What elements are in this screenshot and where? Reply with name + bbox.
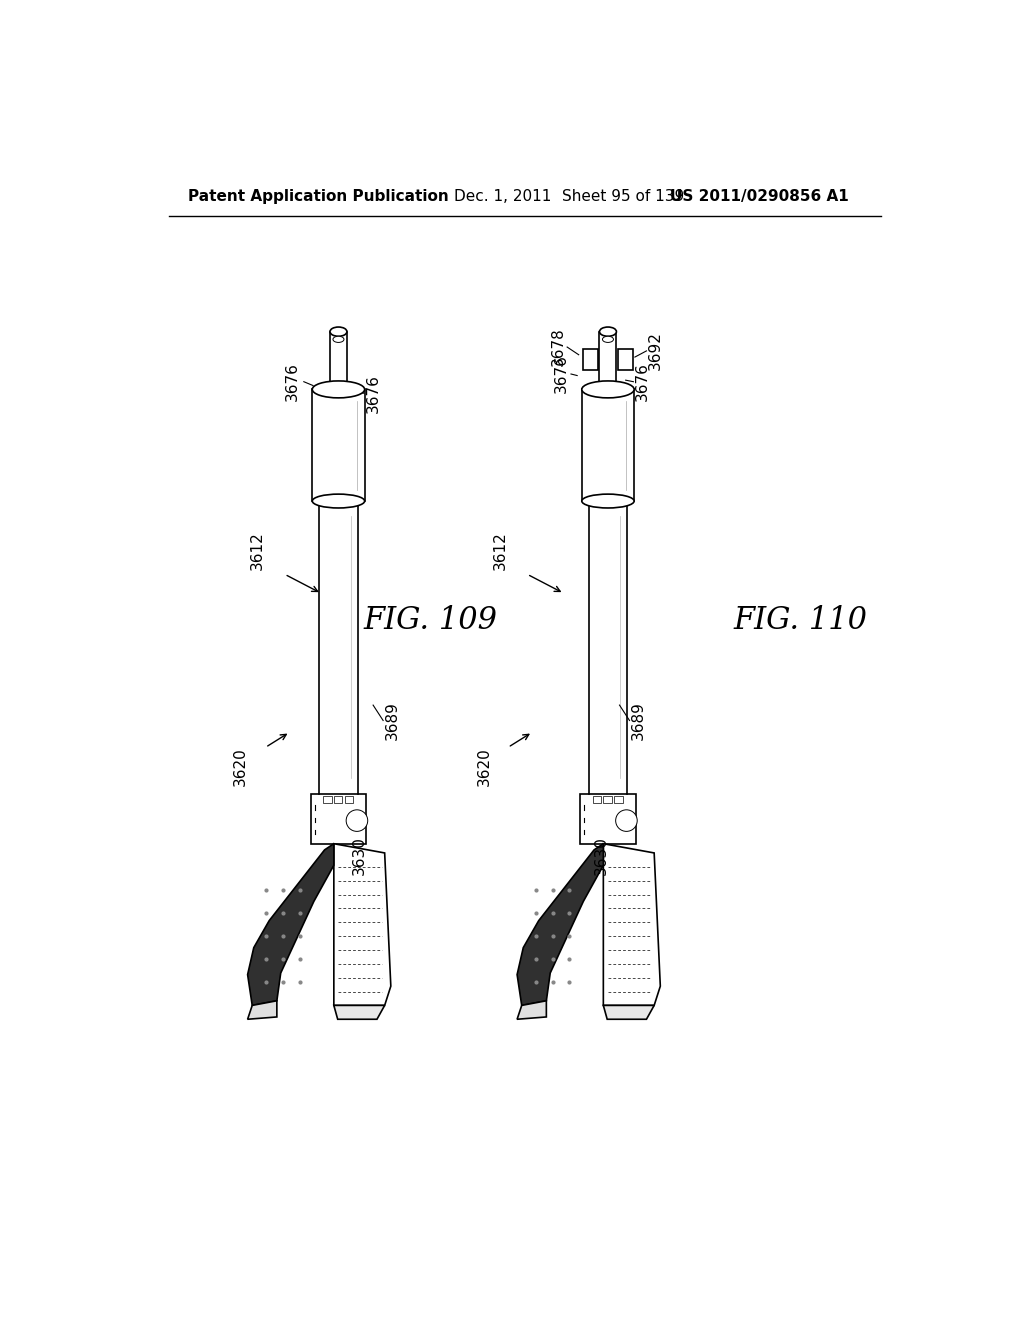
Bar — [603, 796, 611, 803]
Text: FIG. 109: FIG. 109 — [364, 605, 498, 636]
Polygon shape — [517, 843, 603, 1006]
Text: 3676: 3676 — [554, 355, 569, 393]
Ellipse shape — [582, 494, 634, 508]
Polygon shape — [517, 1001, 547, 1019]
Circle shape — [615, 810, 637, 832]
Ellipse shape — [333, 337, 344, 342]
Text: 3689: 3689 — [631, 701, 646, 741]
Text: 3689: 3689 — [385, 701, 399, 741]
Text: 3630: 3630 — [594, 836, 609, 875]
Text: Patent Application Publication: Patent Application Publication — [188, 189, 450, 205]
Text: 3676: 3676 — [285, 362, 300, 401]
Ellipse shape — [312, 494, 365, 508]
Bar — [310, 793, 367, 843]
Ellipse shape — [599, 327, 616, 337]
Bar — [345, 796, 353, 803]
Bar — [583, 348, 598, 370]
Text: 3676: 3676 — [635, 362, 650, 401]
Text: Sheet 95 of 139: Sheet 95 of 139 — [562, 189, 684, 205]
Ellipse shape — [582, 381, 634, 397]
Bar — [323, 796, 332, 803]
Bar — [334, 796, 342, 803]
Text: 3692: 3692 — [648, 331, 664, 371]
Text: FIG. 110: FIG. 110 — [733, 605, 867, 636]
Ellipse shape — [602, 337, 613, 342]
Text: 3620: 3620 — [477, 747, 493, 787]
Text: 3612: 3612 — [250, 532, 265, 570]
Polygon shape — [603, 1006, 654, 1019]
Polygon shape — [248, 843, 334, 1006]
Bar — [617, 348, 634, 370]
Polygon shape — [334, 843, 391, 1006]
Text: 3630: 3630 — [352, 836, 367, 875]
Text: US 2011/0290856 A1: US 2011/0290856 A1 — [670, 189, 848, 205]
Text: 3676: 3676 — [366, 374, 381, 413]
Circle shape — [346, 810, 368, 832]
Ellipse shape — [330, 327, 347, 337]
Polygon shape — [334, 1006, 385, 1019]
Text: 3620: 3620 — [233, 747, 248, 787]
Text: Dec. 1, 2011: Dec. 1, 2011 — [454, 189, 551, 205]
Bar — [614, 796, 623, 803]
Text: 3678: 3678 — [551, 327, 565, 367]
Bar — [581, 793, 636, 843]
Ellipse shape — [312, 381, 365, 397]
Bar — [593, 796, 601, 803]
Polygon shape — [248, 1001, 276, 1019]
Text: 3612: 3612 — [493, 532, 508, 570]
Polygon shape — [603, 843, 660, 1006]
